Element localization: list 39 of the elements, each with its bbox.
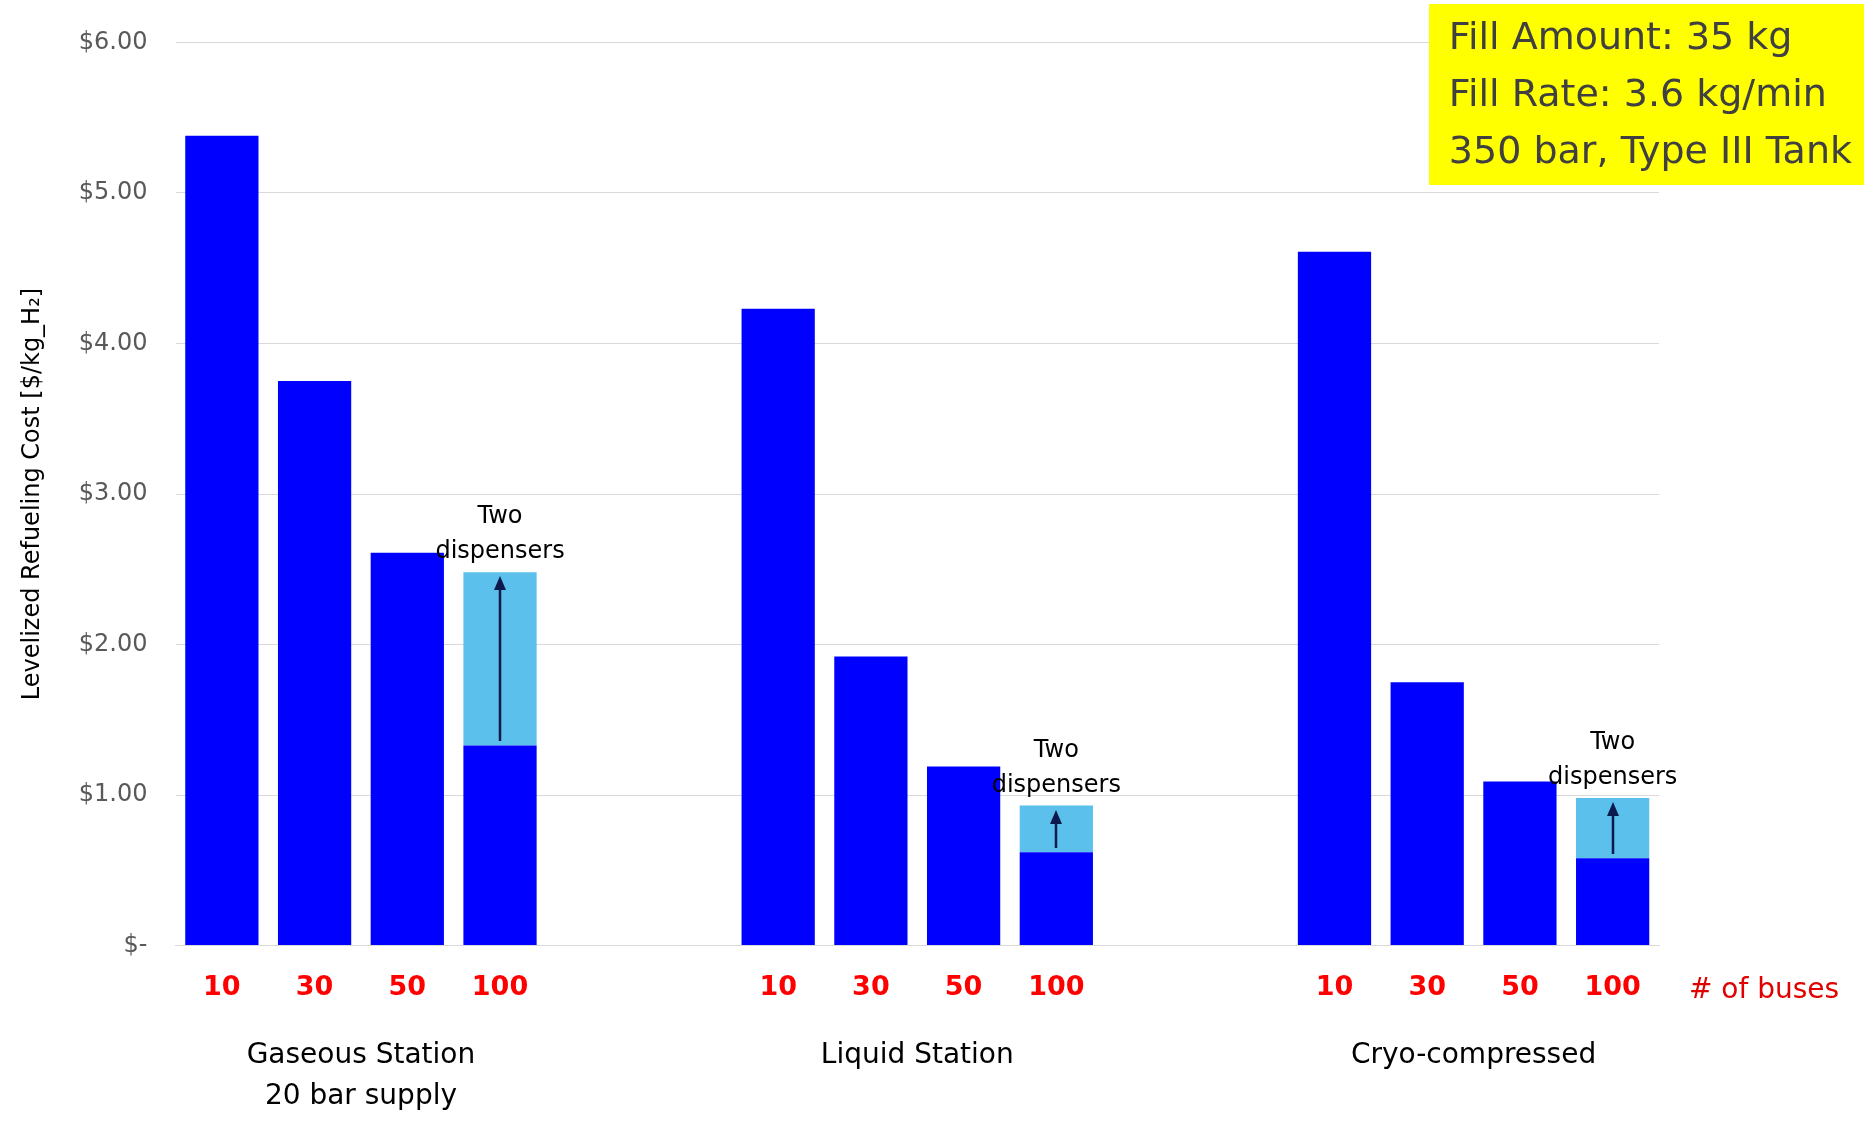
y-tick-label: $4.00 — [78, 327, 148, 356]
y-tick-label: $- — [123, 929, 148, 958]
bar — [277, 381, 352, 946]
x-axis-title: # of buses — [1689, 971, 1840, 1005]
bar — [463, 745, 537, 946]
text: Cryo-compressed — [1350, 1036, 1597, 1070]
bar — [1576, 858, 1650, 946]
bar — [1019, 852, 1093, 946]
x-tick-label: 50 — [944, 969, 983, 1001]
y-tick-label: $3.00 — [78, 478, 148, 507]
x-tick-label: 50 — [1501, 969, 1539, 1001]
annotation: Two dispensers — [435, 501, 565, 565]
y-tick-label: $1.00 — [78, 779, 148, 808]
x-tick-label: 30 — [295, 969, 334, 1001]
text: Liquid Station — [820, 1036, 1014, 1070]
bar — [463, 572, 537, 746]
bar — [185, 135, 259, 946]
bar — [1297, 251, 1372, 946]
annotation: Fill Amount: 35 kg Fill Rate: 3.6 kg/min 350 bar, Type III Tank — [1428, 4, 1864, 185]
x-tick-label: 100 — [1584, 969, 1641, 1001]
x-tick-label: 50 — [388, 969, 427, 1001]
bar — [1390, 682, 1464, 946]
bar — [834, 656, 908, 946]
bar — [741, 308, 815, 946]
y-tick-label: $2.00 — [78, 628, 148, 657]
y-tick-label: $5.00 — [78, 177, 148, 206]
x-tick-label: 30 — [852, 969, 890, 1001]
bar — [1576, 798, 1650, 859]
y-axis-title: Levelized Refueling Cost [$/kg_H₂] — [16, 287, 45, 701]
x-tick-label: 10 — [759, 969, 797, 1001]
text: Gaseous Station 20 bar supply — [246, 1036, 476, 1111]
annotation: Two dispensers — [1548, 727, 1678, 791]
x-tick-label: 10 — [203, 969, 241, 1001]
bar — [1019, 805, 1093, 853]
x-tick-label: 10 — [1315, 969, 1354, 1001]
y-tick-label: $6.00 — [78, 26, 148, 55]
x-tick-label: 100 — [1028, 969, 1085, 1001]
x-tick-label: 30 — [1408, 969, 1446, 1001]
x-tick-label: 100 — [471, 969, 529, 1001]
